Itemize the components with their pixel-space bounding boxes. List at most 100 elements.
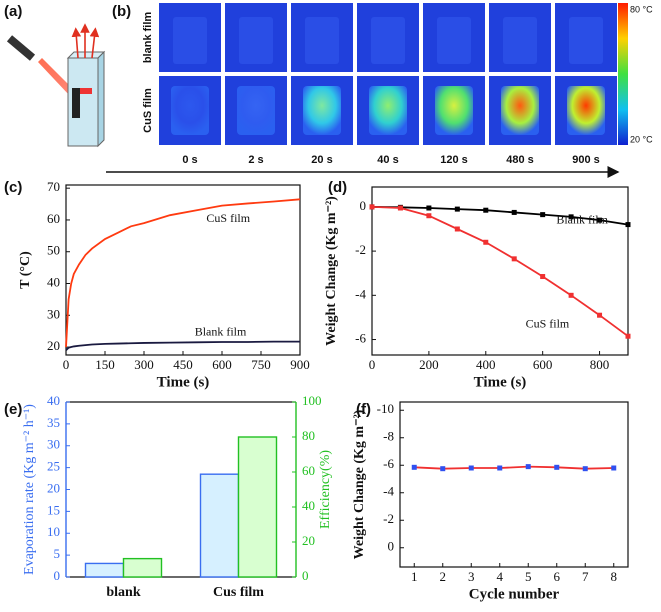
y-tick-label: -2	[383, 511, 394, 526]
y-tick-label: -4	[355, 286, 366, 301]
marker	[426, 205, 432, 211]
row-label: CuS film	[142, 88, 154, 133]
panel-label: (f)	[356, 401, 371, 418]
x-axis-label: Cycle number	[469, 586, 560, 602]
time-label: 480 s	[506, 154, 534, 166]
series-line	[414, 465, 614, 470]
marker	[426, 213, 432, 219]
y-tick-label: 20	[47, 338, 60, 353]
x-axis-label: Time (s)	[157, 374, 210, 390]
x-tick-label: 5	[525, 569, 532, 584]
x-axis-label: Time (s)	[474, 374, 527, 390]
y-tick-label: 80	[302, 428, 315, 443]
cuvette-side	[97, 50, 105, 148]
sample	[237, 86, 275, 135]
sample	[569, 17, 603, 64]
time-label: 0 s	[182, 154, 197, 166]
y-tick-label: -8	[383, 429, 394, 444]
row-label: blank film	[142, 12, 154, 64]
x-tick-label: 450	[173, 357, 193, 372]
marker	[611, 465, 617, 471]
x-tick-label: 150	[95, 357, 115, 372]
y-tick-label: 10	[47, 524, 60, 539]
marker	[597, 217, 603, 223]
x-tick-label: blank	[106, 585, 140, 600]
marker	[411, 464, 417, 470]
sample	[503, 17, 537, 64]
y-tick-label: -6	[355, 331, 366, 346]
marker	[540, 274, 546, 280]
plot-frame	[371, 186, 629, 356]
y-tick-label: 20	[302, 533, 315, 548]
sample	[239, 17, 273, 64]
bar	[122, 557, 163, 578]
sample	[567, 86, 605, 135]
x-tick-label: 8	[611, 569, 618, 584]
x-tick-label: 6	[554, 569, 561, 584]
series-line	[371, 205, 629, 226]
marker	[568, 292, 574, 298]
series-label: Blank film	[556, 212, 608, 226]
time-label: 20 s	[311, 154, 332, 166]
series-label: CuS film	[206, 211, 250, 225]
x-tick-label: 400	[476, 357, 496, 372]
marker	[568, 214, 574, 220]
x-tick-label: 750	[251, 357, 271, 372]
y-tick-label: -4	[383, 484, 394, 499]
y-tick-label: 60	[47, 211, 60, 226]
x-tick-label: 600	[212, 357, 232, 372]
marker	[369, 204, 375, 210]
marker	[483, 239, 489, 245]
y-tick-label: 35	[47, 415, 60, 430]
y-tick-label: 0	[54, 568, 61, 583]
marker	[483, 207, 489, 213]
y-axis-label: Weight Change (Kg m⁻²)	[352, 409, 367, 559]
panel-label: (a)	[4, 3, 22, 20]
marker	[468, 465, 474, 471]
y-tick-label: 100	[302, 393, 322, 408]
colorbar	[618, 3, 628, 145]
panel-label: (b)	[112, 3, 131, 20]
y-tick-label: 25	[47, 459, 60, 474]
sample	[303, 86, 341, 135]
sample	[501, 86, 539, 135]
x-tick-label: 7	[582, 569, 589, 584]
vapor-arrow	[71, 27, 82, 59]
y-tick-label: 30	[47, 437, 60, 452]
colorbar-max: 80 °C	[630, 4, 653, 14]
y-tick-label: 5	[54, 546, 61, 561]
colorbar-min: 20 °C	[630, 134, 653, 144]
sample	[371, 17, 405, 64]
time-label: 40 s	[377, 154, 398, 166]
y-tick-label: 40	[47, 274, 60, 289]
series-line	[65, 198, 301, 348]
sample	[173, 17, 207, 64]
marker	[625, 333, 631, 339]
marker	[397, 205, 403, 211]
y-tick-label: -10	[377, 401, 394, 416]
y-tick-label: 0	[302, 568, 309, 583]
y-tick-label: 0	[388, 539, 395, 554]
marker	[454, 206, 460, 212]
x-tick-label: 300	[134, 357, 154, 372]
marker	[454, 226, 460, 232]
vapor-arrow	[89, 27, 100, 59]
x-tick-label: 3	[468, 569, 475, 584]
y-tick-label: 40	[302, 498, 315, 513]
y-axis-label: T (°C)	[18, 251, 33, 289]
panel-label: (d)	[328, 179, 347, 196]
y-axis-label: Efficiency(%)	[318, 450, 333, 529]
y-tick-label: 70	[47, 179, 60, 194]
x-tick-label: 600	[533, 357, 553, 372]
laser	[6, 35, 36, 61]
sample	[305, 17, 339, 64]
series-line	[371, 205, 629, 337]
panel-label: (e)	[4, 401, 22, 418]
time-label: 900 s	[572, 154, 600, 166]
sample	[435, 86, 473, 135]
y-tick-label: 40	[47, 393, 60, 408]
sample	[171, 86, 209, 135]
sample	[437, 17, 471, 64]
hot-spot	[80, 88, 92, 94]
marker	[625, 222, 631, 228]
